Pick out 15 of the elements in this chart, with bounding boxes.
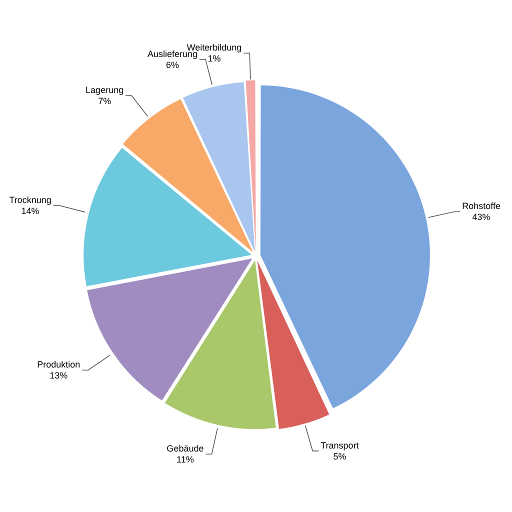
data-label: 13% <box>50 370 68 381</box>
slice-label: Transport <box>320 440 360 450</box>
slice-label: Weiterbildung <box>186 42 242 53</box>
slice-label: Produktion <box>37 360 80 370</box>
slice-label: Trocknung <box>9 195 52 205</box>
slice-label: Gebäude <box>166 444 204 454</box>
data-label: 5% <box>333 451 346 462</box>
data-label: 14% <box>21 206 40 216</box>
slice-label: Lagerung <box>86 85 124 96</box>
data-label: 11% <box>176 454 194 465</box>
data-label: 1% <box>208 54 221 64</box>
data-label: 6% <box>166 60 180 70</box>
data-label: 43% <box>472 212 490 222</box>
data-label: 7% <box>98 96 112 106</box>
slice-label: Rohstoffe <box>462 201 500 212</box>
